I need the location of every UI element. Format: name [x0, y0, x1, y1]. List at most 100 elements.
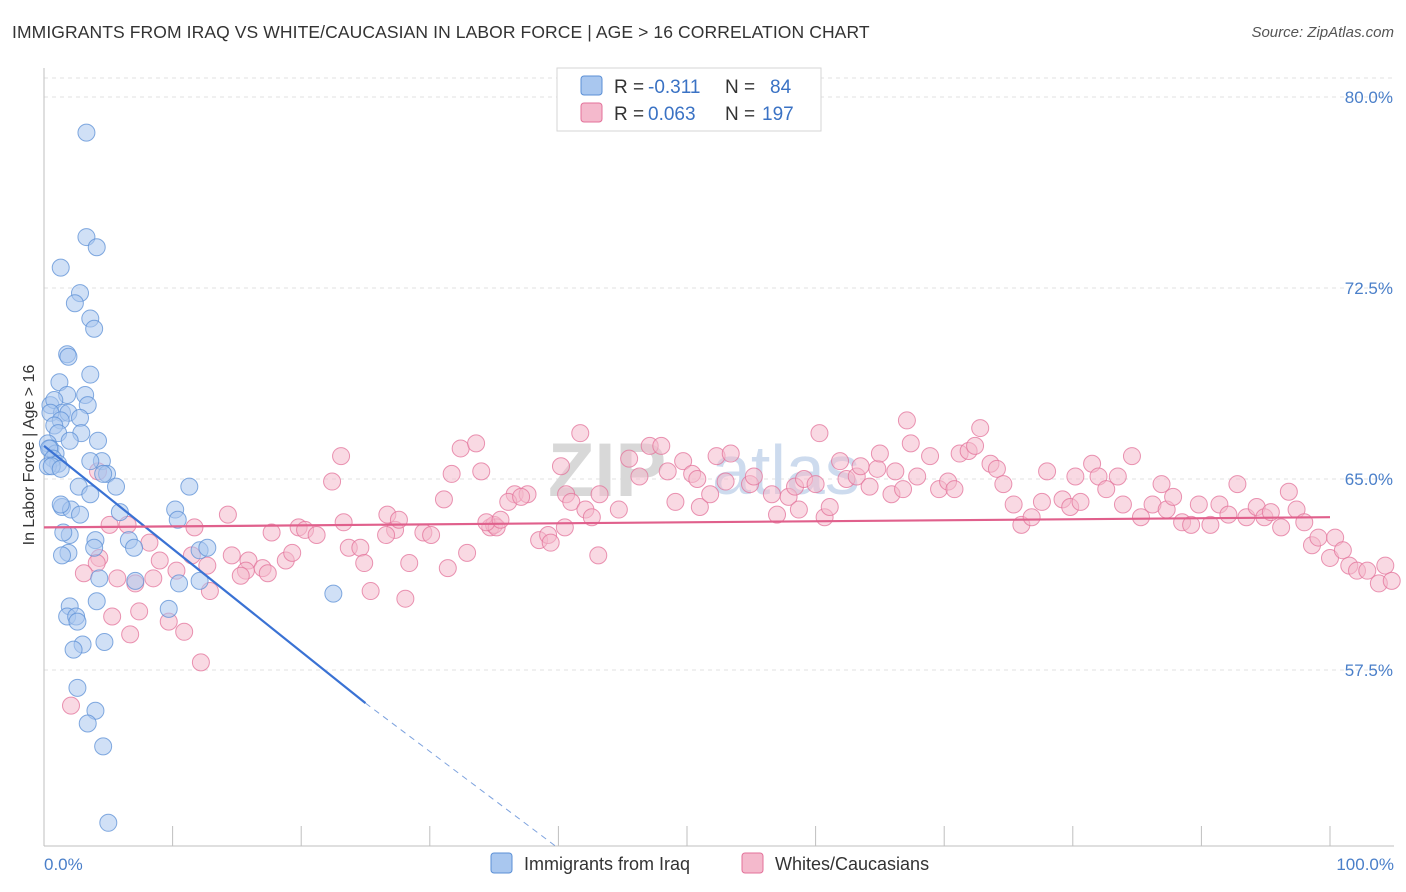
iraq-point — [51, 495, 70, 514]
whites-point — [886, 462, 905, 481]
iraq-point — [85, 319, 104, 338]
whites-point — [396, 589, 415, 608]
iraq-point — [159, 599, 178, 618]
legend-r-label-iraq: R = — [614, 77, 644, 98]
whites-point — [1376, 556, 1395, 575]
y-tick-label: 80.0% — [1345, 88, 1393, 107]
whites-point — [1189, 495, 1208, 514]
iraq-point — [95, 632, 114, 651]
whites-point — [860, 477, 879, 496]
whites-point — [806, 475, 825, 494]
whites-point — [1131, 508, 1150, 527]
whites-point — [701, 485, 720, 504]
legend-n-value-whites: 197 — [762, 104, 794, 125]
whites-point — [1261, 503, 1280, 522]
whites-point — [541, 533, 560, 552]
whites-point — [491, 510, 510, 529]
iraq-point — [81, 365, 100, 384]
whites-point — [721, 444, 740, 463]
whites-point — [658, 462, 677, 481]
whites-point — [609, 500, 628, 519]
whites-point — [62, 696, 81, 715]
whites-point — [512, 487, 531, 506]
legend-swatch-iraq — [580, 75, 603, 96]
whites-point — [140, 533, 159, 552]
whites-point — [555, 518, 574, 537]
whites-point — [1004, 495, 1023, 514]
whites-point — [150, 551, 169, 570]
whites-point — [744, 467, 763, 486]
whites-point — [688, 470, 707, 488]
whites-point — [1201, 515, 1220, 534]
chart-title: IMMIGRANTS FROM IRAQ VS WHITE/CAUCASIAN … — [12, 22, 870, 42]
whites-point — [332, 447, 351, 466]
iraq-point — [94, 464, 113, 483]
iraq-point — [94, 737, 113, 756]
whites-point — [1272, 518, 1291, 537]
whites-point — [1333, 541, 1352, 560]
iraq-point — [59, 347, 78, 366]
iraq-point — [85, 538, 104, 557]
whites-point — [422, 526, 441, 545]
whites-point — [1113, 495, 1132, 514]
whites-point — [870, 444, 889, 463]
whites-point — [690, 498, 709, 517]
whites-point — [400, 554, 419, 573]
bottom-legend-swatch-iraq — [490, 852, 513, 874]
whites-point — [674, 452, 693, 471]
iraq-point — [60, 431, 79, 450]
whites-point — [868, 459, 887, 478]
iraq-point — [89, 431, 108, 450]
whites-point — [185, 518, 204, 537]
bottom-legend-swatch-whites — [741, 852, 764, 874]
iraq-point — [71, 408, 90, 427]
whites-point — [434, 490, 453, 509]
whites-point — [262, 523, 281, 542]
whites-point — [831, 452, 850, 471]
whites-point — [1066, 467, 1085, 486]
whites-point — [442, 464, 461, 483]
trend-lines — [43, 445, 1331, 849]
iraq-point — [53, 546, 72, 565]
whites-point — [1152, 475, 1171, 494]
iraq-point — [78, 714, 97, 733]
whites-point — [222, 546, 241, 565]
whites-point — [971, 419, 990, 438]
iraq-point — [68, 678, 87, 697]
iraq-point — [190, 571, 209, 590]
iraq-point — [170, 574, 189, 593]
legend-r-value-iraq: -0.311 — [648, 77, 700, 98]
iraq-point — [125, 538, 144, 557]
iraq-point — [180, 477, 199, 496]
whites-point — [451, 439, 470, 458]
whites-point — [121, 625, 140, 644]
whites-point — [361, 582, 380, 601]
iraq-point — [87, 238, 106, 257]
whites-point — [582, 508, 601, 527]
y-tick-label: 57.5% — [1345, 661, 1393, 680]
whites-point — [589, 546, 608, 565]
whites-point — [1071, 492, 1090, 511]
x-tick-label-min: 0.0% — [44, 855, 83, 874]
whites-point — [1309, 528, 1328, 547]
iraq-point — [71, 505, 90, 524]
whites-point — [334, 513, 353, 532]
iraq-point — [81, 485, 100, 504]
whites-point — [908, 467, 927, 486]
whites-point — [130, 602, 149, 621]
iraq-trend-extension — [365, 702, 559, 849]
whites-point — [551, 457, 570, 476]
iraq-point — [107, 477, 126, 496]
iraq-point — [324, 584, 343, 603]
whites-point — [1122, 447, 1141, 466]
whites-point — [1038, 462, 1057, 481]
whites-point — [987, 459, 1006, 478]
legend-n-value-iraq: 84 — [770, 77, 792, 98]
whites-point — [894, 480, 913, 499]
whites-point — [1382, 571, 1401, 590]
iraq-point — [99, 813, 118, 832]
whites-point — [74, 564, 93, 583]
whites-point — [1097, 480, 1116, 499]
iraq-trend-line — [43, 445, 367, 704]
